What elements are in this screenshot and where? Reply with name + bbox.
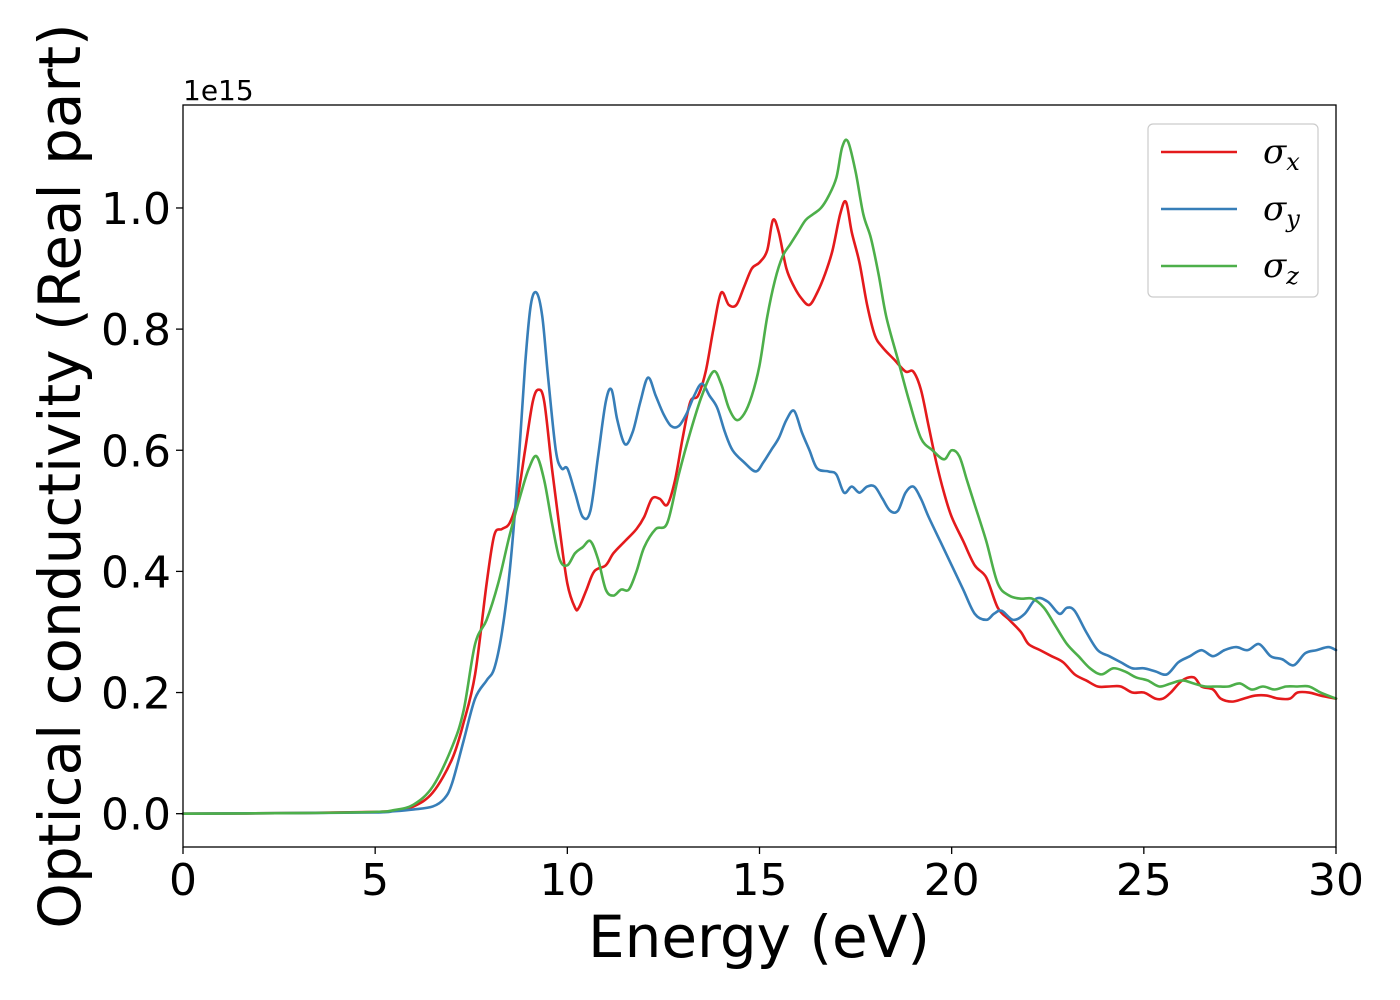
legend-box bbox=[1147, 123, 1319, 298]
y-tick-label: 0.0 bbox=[101, 790, 171, 841]
series-line-y bbox=[181, 290, 1338, 815]
y-tick-label: 0.2 bbox=[101, 669, 171, 720]
x-axis-title: Energy (eV) bbox=[588, 903, 930, 971]
legend-label-x: σx bbox=[1263, 132, 1300, 176]
series-line-x bbox=[181, 199, 1338, 815]
y-offset-text: 1e15 bbox=[183, 74, 254, 107]
x-tick-label: 0 bbox=[169, 855, 197, 906]
x-tick-label: 20 bbox=[924, 855, 980, 906]
legend-label-y: σy bbox=[1263, 189, 1300, 233]
legend-label-z: σz bbox=[1263, 246, 1299, 290]
y-tick-label: 0.8 bbox=[101, 305, 171, 356]
legend: σx σy σz bbox=[1147, 123, 1319, 298]
x-tick-label: 25 bbox=[1116, 855, 1172, 906]
series-line-z bbox=[181, 138, 1338, 815]
x-axis-ticks: 0 5 10 15 20 25 30 bbox=[169, 847, 1364, 906]
x-tick-label: 10 bbox=[539, 855, 595, 906]
x-tick-label: 5 bbox=[361, 855, 389, 906]
y-axis-title: Optical conductivity (Real part) bbox=[26, 23, 94, 928]
x-tick-label: 15 bbox=[732, 855, 788, 906]
y-axis-ticks: 0.0 0.2 0.4 0.6 0.8 1.0 bbox=[101, 184, 183, 841]
y-tick-label: 0.6 bbox=[101, 426, 171, 477]
series-layer bbox=[181, 138, 1338, 815]
x-tick-label: 30 bbox=[1308, 855, 1364, 906]
y-tick-label: 1.0 bbox=[101, 184, 171, 235]
y-tick-label: 0.4 bbox=[101, 547, 171, 598]
